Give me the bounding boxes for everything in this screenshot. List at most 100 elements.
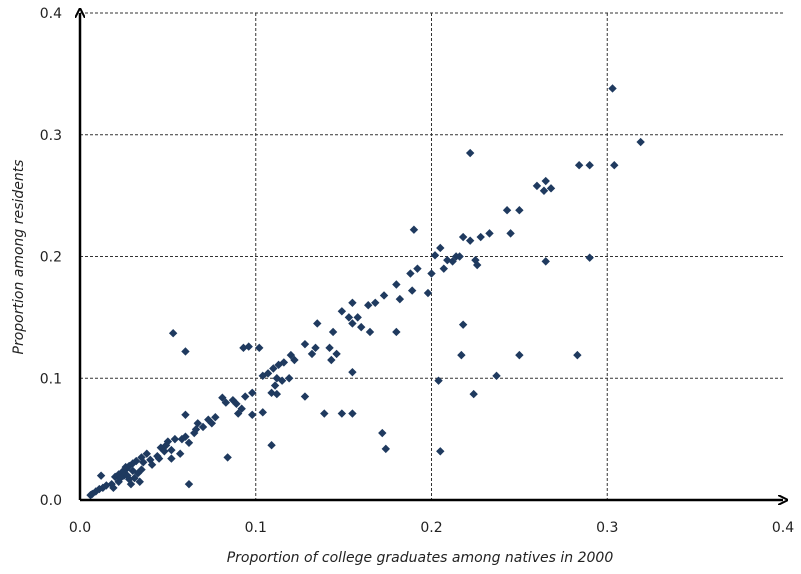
data-point	[457, 350, 466, 360]
data-point	[241, 392, 250, 401]
data-point	[175, 449, 185, 458]
data-point	[272, 389, 282, 399]
data-point	[139, 458, 148, 467]
data-point	[255, 343, 264, 353]
data-point	[135, 477, 144, 486]
data-point	[198, 422, 208, 432]
data-point	[506, 229, 515, 238]
data-point	[436, 243, 445, 253]
data-point	[502, 206, 512, 215]
data-point	[258, 408, 267, 417]
data-point	[177, 434, 187, 444]
data-point	[492, 371, 501, 381]
data-point	[585, 253, 594, 262]
data-point	[608, 84, 617, 93]
data-point	[357, 322, 366, 332]
y-tick-label: 0.4	[40, 6, 62, 22]
data-point	[96, 471, 106, 480]
data-point	[541, 257, 550, 266]
data-point	[392, 280, 401, 289]
data-point	[364, 301, 373, 310]
data-point	[244, 342, 253, 351]
data-point	[325, 343, 334, 353]
data-point	[211, 413, 220, 422]
data-point	[573, 350, 582, 360]
data-point	[458, 232, 468, 242]
data-point	[574, 160, 584, 170]
x-tick-label: 0.0	[69, 520, 91, 536]
data-point	[406, 269, 415, 278]
data-point	[167, 445, 176, 455]
data-point	[636, 137, 645, 147]
data-point	[290, 355, 299, 365]
data-point	[348, 367, 357, 377]
y-axis-title: Proportion among residents	[11, 160, 27, 355]
data-point	[430, 251, 440, 260]
y-tick-label: 0.3	[40, 128, 62, 144]
data-point	[184, 438, 194, 447]
data-point	[221, 398, 231, 407]
data-point	[413, 264, 422, 273]
data-point	[458, 320, 468, 329]
x-axis-title: Proportion of college graduates among na…	[227, 550, 614, 566]
data-point	[116, 473, 125, 483]
data-point	[156, 443, 166, 452]
data-point	[348, 409, 357, 418]
data-point	[300, 339, 310, 349]
data-point	[423, 288, 433, 298]
data-point	[121, 462, 130, 472]
data-point	[332, 349, 341, 359]
data-point	[190, 428, 199, 438]
data-point	[381, 444, 391, 454]
data-point	[539, 186, 549, 195]
data-point	[284, 374, 294, 383]
data-point	[541, 176, 550, 186]
data-point	[223, 453, 232, 462]
data-point	[427, 269, 436, 278]
data-point	[277, 376, 287, 385]
y-tick-label: 0.1	[40, 371, 62, 387]
data-point	[109, 483, 118, 493]
data-point	[232, 399, 241, 409]
data-point	[515, 206, 524, 215]
y-tick-label: 0.2	[40, 250, 62, 266]
grid-lines	[80, 12, 783, 500]
data-point	[147, 460, 157, 469]
data-point	[204, 415, 213, 424]
data-point	[181, 410, 190, 419]
data-point	[270, 381, 280, 390]
data-point	[585, 160, 594, 170]
x-tick-label: 0.2	[420, 520, 442, 536]
data-point	[142, 449, 151, 458]
data-point	[237, 404, 246, 413]
data-point	[248, 388, 257, 398]
data-point	[469, 389, 478, 399]
data-point	[395, 294, 405, 304]
data-point	[300, 392, 310, 401]
data-point	[409, 225, 419, 234]
data-point	[348, 298, 357, 307]
data-point	[485, 229, 494, 238]
x-tick-label: 0.4	[772, 520, 794, 536]
data-point	[307, 349, 317, 359]
data-point	[407, 286, 417, 295]
data-point	[515, 350, 524, 360]
data-point	[258, 371, 267, 381]
data-point	[546, 184, 556, 193]
data-point	[269, 364, 278, 373]
data-point	[472, 260, 482, 270]
data-point	[86, 490, 95, 500]
tick-labels: 0.0 0.1 0.2 0.3 0.4 0.0 0.1 0.2 0.3 0.4	[40, 6, 794, 536]
data-point	[344, 313, 354, 322]
axes	[80, 13, 783, 500]
data-point	[274, 360, 283, 370]
data-point	[193, 419, 202, 428]
data-point	[311, 343, 320, 353]
data-point	[378, 428, 387, 438]
data-point	[181, 347, 190, 356]
data-point	[365, 327, 375, 337]
data-point	[313, 319, 322, 328]
data-point	[532, 181, 542, 191]
data-point	[465, 148, 475, 158]
